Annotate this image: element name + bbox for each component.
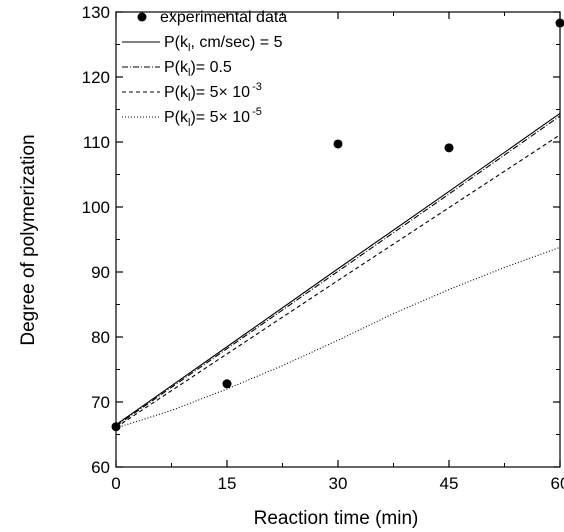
data-point xyxy=(333,139,343,149)
y-tick-label: 80 xyxy=(91,328,110,347)
legend-label-experimental: experimental data xyxy=(160,9,287,26)
series-line-dashdot xyxy=(115,115,561,427)
legend-marker-experimental xyxy=(137,12,147,22)
legend-label-dotted: P(kl)= 5× 10 -5 xyxy=(164,106,262,129)
y-tick-label: 130 xyxy=(82,3,110,22)
y-tick-label: 60 xyxy=(91,458,110,477)
data-point xyxy=(444,143,454,153)
x-tick-label: 45 xyxy=(440,474,459,493)
series-line-dotted xyxy=(115,246,561,429)
legend-label-solid: P(kl, cm/sec) = 5 xyxy=(164,34,283,54)
data-point xyxy=(222,379,232,389)
data-point xyxy=(111,422,121,432)
scatter-points xyxy=(111,18,564,432)
tick-label-group: 0 15 30 45 60 60 70 80 90 100 110 120 130 xyxy=(82,3,564,493)
x-tick-label: 0 xyxy=(111,474,120,493)
x-tick-label: 60 xyxy=(551,474,564,493)
series-line-dashed xyxy=(115,134,561,428)
series-line-solid xyxy=(115,112,561,426)
tick-group xyxy=(115,11,561,468)
data-point xyxy=(555,18,564,28)
series-lines xyxy=(115,112,561,429)
x-tick-label: 30 xyxy=(329,474,348,493)
legend-label-dashed: P(kl)= 5× 10 -3 xyxy=(164,81,262,104)
y-axis-label: Degree of polymerization xyxy=(18,134,39,345)
legend-label-dashdot: P(kl)= 0.5 xyxy=(164,59,232,79)
y-tick-label: 100 xyxy=(82,198,110,217)
legend: experimental data P(kl, cm/sec) = 5 P(kl)=… xyxy=(122,9,287,129)
x-axis-label: Reaction time (min) xyxy=(254,508,419,529)
y-tick-label: 90 xyxy=(91,263,110,282)
x-tick-label: 15 xyxy=(218,474,237,493)
y-tick-label: 70 xyxy=(91,393,110,412)
y-tick-label: 120 xyxy=(82,68,110,87)
y-tick-label: 110 xyxy=(83,133,110,152)
plot-frame xyxy=(115,11,561,468)
